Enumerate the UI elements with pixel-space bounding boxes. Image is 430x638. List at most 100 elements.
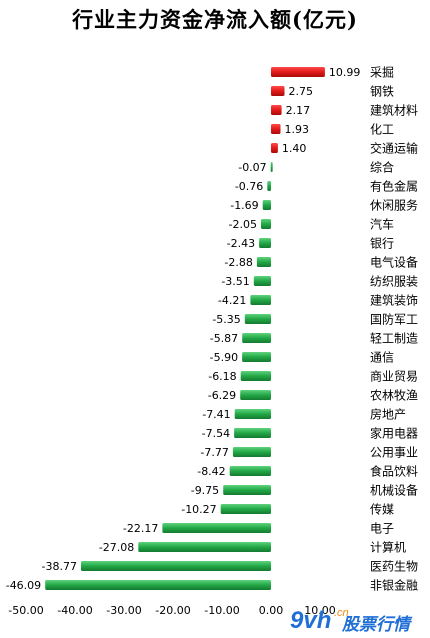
category-label: 银行 bbox=[370, 237, 394, 251]
bar-轻工制造 bbox=[242, 333, 271, 343]
value-label: 2.17 bbox=[286, 104, 311, 117]
category-label: 通信 bbox=[370, 351, 394, 365]
x-tick-label: -30.00 bbox=[106, 604, 141, 617]
value-label: -10.27 bbox=[181, 503, 216, 516]
category-label: 化工 bbox=[370, 123, 394, 137]
category-label: 医药生物 bbox=[370, 560, 418, 574]
x-tick-label: -50.00 bbox=[8, 604, 43, 617]
bar-医药生物 bbox=[81, 561, 271, 571]
chart-title: 行业主力资金净流入额(亿元) bbox=[72, 7, 358, 32]
value-label: -3.51 bbox=[221, 275, 249, 288]
x-tick-label: -40.00 bbox=[57, 604, 92, 617]
value-label: -5.87 bbox=[210, 332, 238, 345]
value-label: -8.42 bbox=[197, 465, 225, 478]
category-label: 国防军工 bbox=[370, 312, 418, 327]
category-label: 轻工制造 bbox=[370, 332, 418, 346]
bar-计算机 bbox=[138, 542, 271, 552]
category-label: 电气设备 bbox=[370, 255, 418, 270]
category-label: 机械设备 bbox=[370, 483, 418, 498]
value-label: -6.18 bbox=[208, 370, 236, 383]
value-label: -38.77 bbox=[42, 560, 77, 573]
value-label: 10.99 bbox=[329, 66, 361, 79]
value-label: -0.76 bbox=[235, 180, 263, 193]
value-label: 1.40 bbox=[282, 142, 307, 155]
category-label: 交通运输 bbox=[370, 141, 418, 156]
value-label: -6.29 bbox=[208, 389, 236, 402]
value-label: -2.88 bbox=[224, 256, 252, 269]
category-label: 有色金属 bbox=[370, 179, 418, 194]
bar-化工 bbox=[271, 124, 281, 134]
category-label: 传媒 bbox=[370, 502, 394, 517]
watermark-brand: 9vh bbox=[290, 607, 331, 634]
x-axis: -50.00 -40.00 -30.00 -20.00 -10.00 0.00 10.00 bbox=[8, 604, 335, 617]
value-label: -22.17 bbox=[123, 522, 158, 535]
value-label: -2.05 bbox=[229, 218, 257, 231]
bar-商业贸易 bbox=[240, 371, 271, 381]
category-label: 综合 bbox=[370, 160, 394, 175]
category-label: 汽车 bbox=[370, 217, 394, 232]
bar-有色金属 bbox=[267, 181, 271, 191]
value-label: 2.75 bbox=[289, 85, 314, 98]
bar-汽车 bbox=[261, 219, 271, 229]
bar-纺织服装 bbox=[253, 276, 271, 286]
category-label: 商业贸易 bbox=[370, 369, 418, 384]
x-tick-label: 10.00 bbox=[304, 604, 336, 617]
bar-食品饮料 bbox=[229, 466, 271, 476]
bar-钢铁 bbox=[271, 86, 285, 96]
category-label: 休闲服务 bbox=[370, 198, 418, 213]
value-label: -7.41 bbox=[202, 408, 230, 421]
value-label: 1.93 bbox=[285, 123, 310, 136]
watermark-text: 股票行情 bbox=[341, 615, 413, 635]
bar-银行 bbox=[259, 238, 271, 248]
bar-电气设备 bbox=[256, 257, 271, 267]
value-label: -7.77 bbox=[200, 446, 228, 459]
category-label: 食品饮料 bbox=[370, 464, 418, 479]
category-label: 电子 bbox=[370, 522, 394, 536]
category-label: 采掘 bbox=[370, 65, 394, 80]
x-tick-label: 0.00 bbox=[259, 604, 284, 617]
category-label: 公用事业 bbox=[370, 446, 418, 460]
category-labels-layer: 采掘钢铁建筑材料化工交通运输综合有色金属休闲服务汽车银行电气设备纺织服装建筑装饰… bbox=[370, 65, 418, 593]
bar-采掘 bbox=[271, 67, 325, 77]
value-label: -2.43 bbox=[227, 237, 255, 250]
value-label: -9.75 bbox=[191, 484, 219, 497]
bar-交通运输 bbox=[271, 143, 278, 153]
bars-layer bbox=[45, 67, 325, 590]
value-label: -46.09 bbox=[6, 579, 41, 592]
watermark-logo: 9vh .cn 股票行情 bbox=[290, 607, 413, 635]
x-tick-label: -20.00 bbox=[155, 604, 190, 617]
value-label: -1.69 bbox=[230, 199, 258, 212]
category-label: 纺织服装 bbox=[370, 275, 418, 289]
bar-机械设备 bbox=[223, 485, 271, 495]
watermark-domain: .cn bbox=[334, 607, 349, 619]
category-label: 非银金融 bbox=[370, 578, 418, 593]
category-label: 计算机 bbox=[370, 540, 406, 555]
value-labels-layer: 10.99 2.75 2.17 1.93 1.40 -0.07 -0.76 -1.69 -2.0… bbox=[6, 66, 361, 592]
bar-综合 bbox=[270, 162, 273, 172]
category-label: 房地产 bbox=[370, 407, 406, 422]
category-label: 钢铁 bbox=[370, 85, 394, 99]
value-label: -4.21 bbox=[218, 294, 246, 307]
value-label: -5.90 bbox=[210, 351, 238, 364]
bar-休闲服务 bbox=[262, 200, 271, 210]
bar-传媒 bbox=[220, 504, 271, 514]
value-label: -27.08 bbox=[99, 541, 134, 554]
category-label: 家用电器 bbox=[370, 426, 418, 441]
bar-非银金融 bbox=[45, 580, 272, 590]
bar-房地产 bbox=[234, 409, 271, 419]
value-label: -5.35 bbox=[212, 313, 240, 326]
bar-通信 bbox=[242, 352, 271, 362]
bar-建筑装饰 bbox=[250, 295, 271, 305]
bar-农林牧渔 bbox=[240, 390, 271, 400]
value-label: -7.54 bbox=[202, 427, 230, 440]
bar-家用电器 bbox=[234, 428, 271, 438]
bar-建筑材料 bbox=[271, 105, 282, 115]
value-label: -0.07 bbox=[238, 161, 266, 174]
category-label: 农林牧渔 bbox=[370, 389, 418, 403]
x-tick-label: -10.00 bbox=[204, 604, 239, 617]
bar-公用事业 bbox=[232, 447, 271, 457]
bar-电子 bbox=[162, 523, 271, 533]
bar-国防军工 bbox=[244, 314, 271, 324]
category-label: 建筑装饰 bbox=[370, 293, 418, 308]
